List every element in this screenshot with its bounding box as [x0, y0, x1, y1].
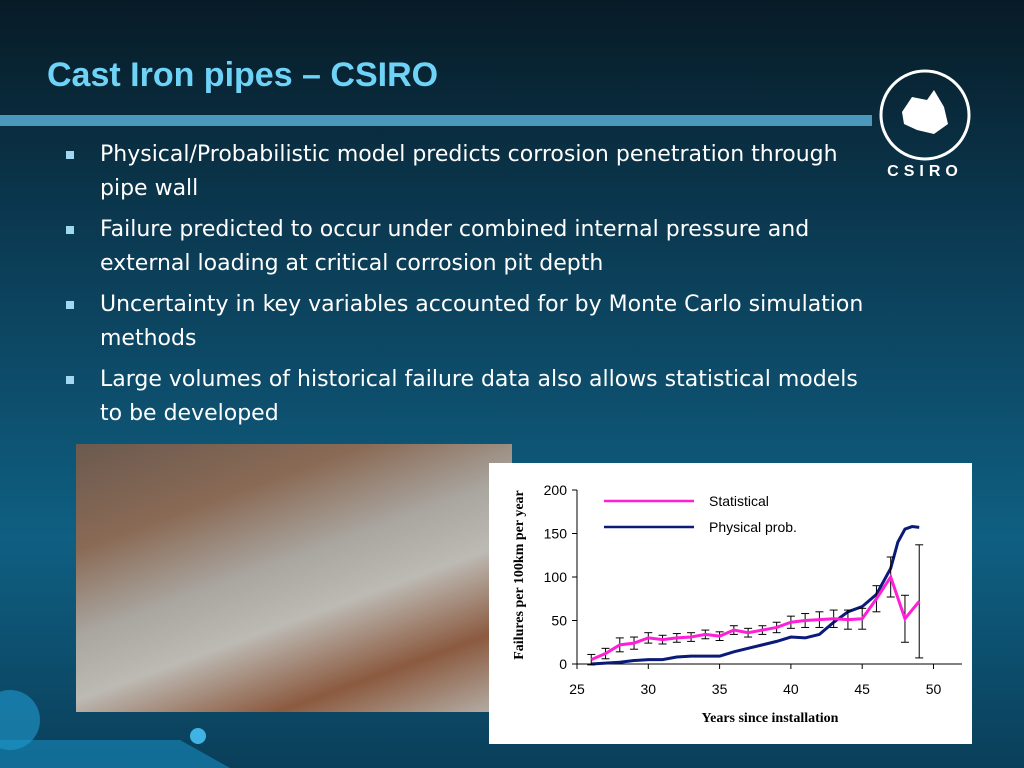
bullet-list: Physical/Probabilistic model predicts co…	[66, 138, 880, 438]
x-tick-label: 40	[783, 681, 799, 697]
legend-label: Physical prob.	[709, 519, 797, 535]
series-line	[590, 573, 921, 662]
decoration	[0, 690, 230, 768]
series-line	[591, 525, 920, 666]
x-tick-label: 30	[641, 681, 657, 697]
y-tick-label: 100	[544, 569, 568, 585]
bullet: Physical/Probabilistic model predicts co…	[66, 138, 880, 206]
legend-label: Statistical	[709, 493, 769, 509]
x-tick-label: 35	[712, 681, 728, 697]
y-tick-label: 150	[544, 526, 568, 542]
bullet: Failure predicted to occur under combine…	[66, 213, 880, 281]
y-axis-label: Failures per 100km per year	[512, 490, 527, 660]
logo-text: CSIRO	[887, 163, 963, 180]
chart: 0 50 100 150 200 25 30 35 40 45 50 Years since inst…	[489, 463, 972, 744]
logo: CSIRO	[879, 69, 971, 180]
logo-ring	[879, 69, 971, 161]
y-tick-label: 0	[559, 656, 567, 672]
x-tick-label: 25	[569, 681, 585, 697]
pipe-photo	[76, 444, 512, 712]
logo-map	[902, 90, 948, 134]
bullet: Large volumes of historical failure data…	[66, 363, 880, 431]
x-axis-label: Years since installation	[702, 711, 839, 726]
x-tick-label: 50	[926, 681, 942, 697]
slide-title: Cast Iron pipes – CSIRO	[47, 56, 439, 94]
y-tick-label: 200	[544, 482, 568, 498]
title-rule	[0, 115, 872, 126]
bullet: Uncertainty in key variables accounted f…	[66, 288, 880, 356]
x-tick-label: 45	[854, 681, 870, 697]
y-tick-label: 50	[551, 613, 567, 629]
